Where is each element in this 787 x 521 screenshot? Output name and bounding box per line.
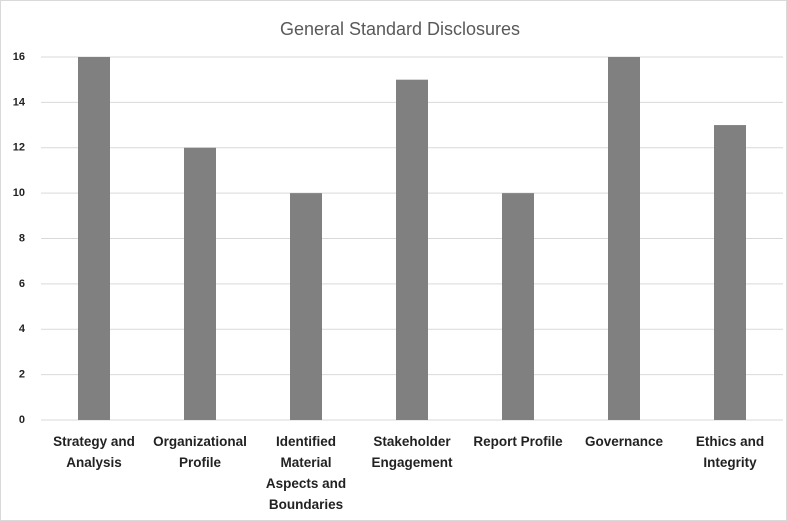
x-tick-label: Ethics and Integrity xyxy=(695,434,765,470)
chart-title: General Standard Disclosures xyxy=(280,19,520,39)
x-label-box: Ethics and Integrity xyxy=(695,434,765,470)
bar xyxy=(396,79,428,420)
y-tick-label: 8 xyxy=(19,232,25,244)
y-tick-label: 12 xyxy=(13,142,25,154)
y-tick-label: 6 xyxy=(19,278,25,290)
y-tick-label: 0 xyxy=(19,414,25,426)
x-label-box: Identified Material Aspects and Boundari… xyxy=(265,434,347,512)
x-tick-label: Report Profile xyxy=(473,434,563,449)
bar xyxy=(78,57,110,420)
x-label-box: Stakeholder Engagement xyxy=(371,434,453,470)
x-label-box: Organizational Profile xyxy=(153,434,247,470)
y-tick-label: 10 xyxy=(13,187,25,199)
bar xyxy=(502,193,534,420)
x-label-box: Governance xyxy=(584,434,664,449)
bar xyxy=(608,57,640,420)
y-tick-label: 16 xyxy=(13,51,25,63)
x-tick-label: Identified Material Aspects and Boundari… xyxy=(265,434,347,512)
bar xyxy=(714,125,746,420)
x-tick-label: Stakeholder Engagement xyxy=(371,434,453,470)
x-tick-label: Governance xyxy=(584,434,664,449)
y-tick-label: 14 xyxy=(13,96,26,108)
y-tick-label: 2 xyxy=(19,369,25,381)
y-tick-label: 4 xyxy=(19,323,26,335)
x-tick-label: Strategy and Analysis xyxy=(53,434,135,470)
x-label-box: Report Profile xyxy=(473,434,563,449)
bar xyxy=(184,147,216,420)
x-tick-label: Organizational Profile xyxy=(153,434,247,470)
bar xyxy=(290,193,322,420)
x-label-box: Strategy and Analysis xyxy=(53,434,135,470)
